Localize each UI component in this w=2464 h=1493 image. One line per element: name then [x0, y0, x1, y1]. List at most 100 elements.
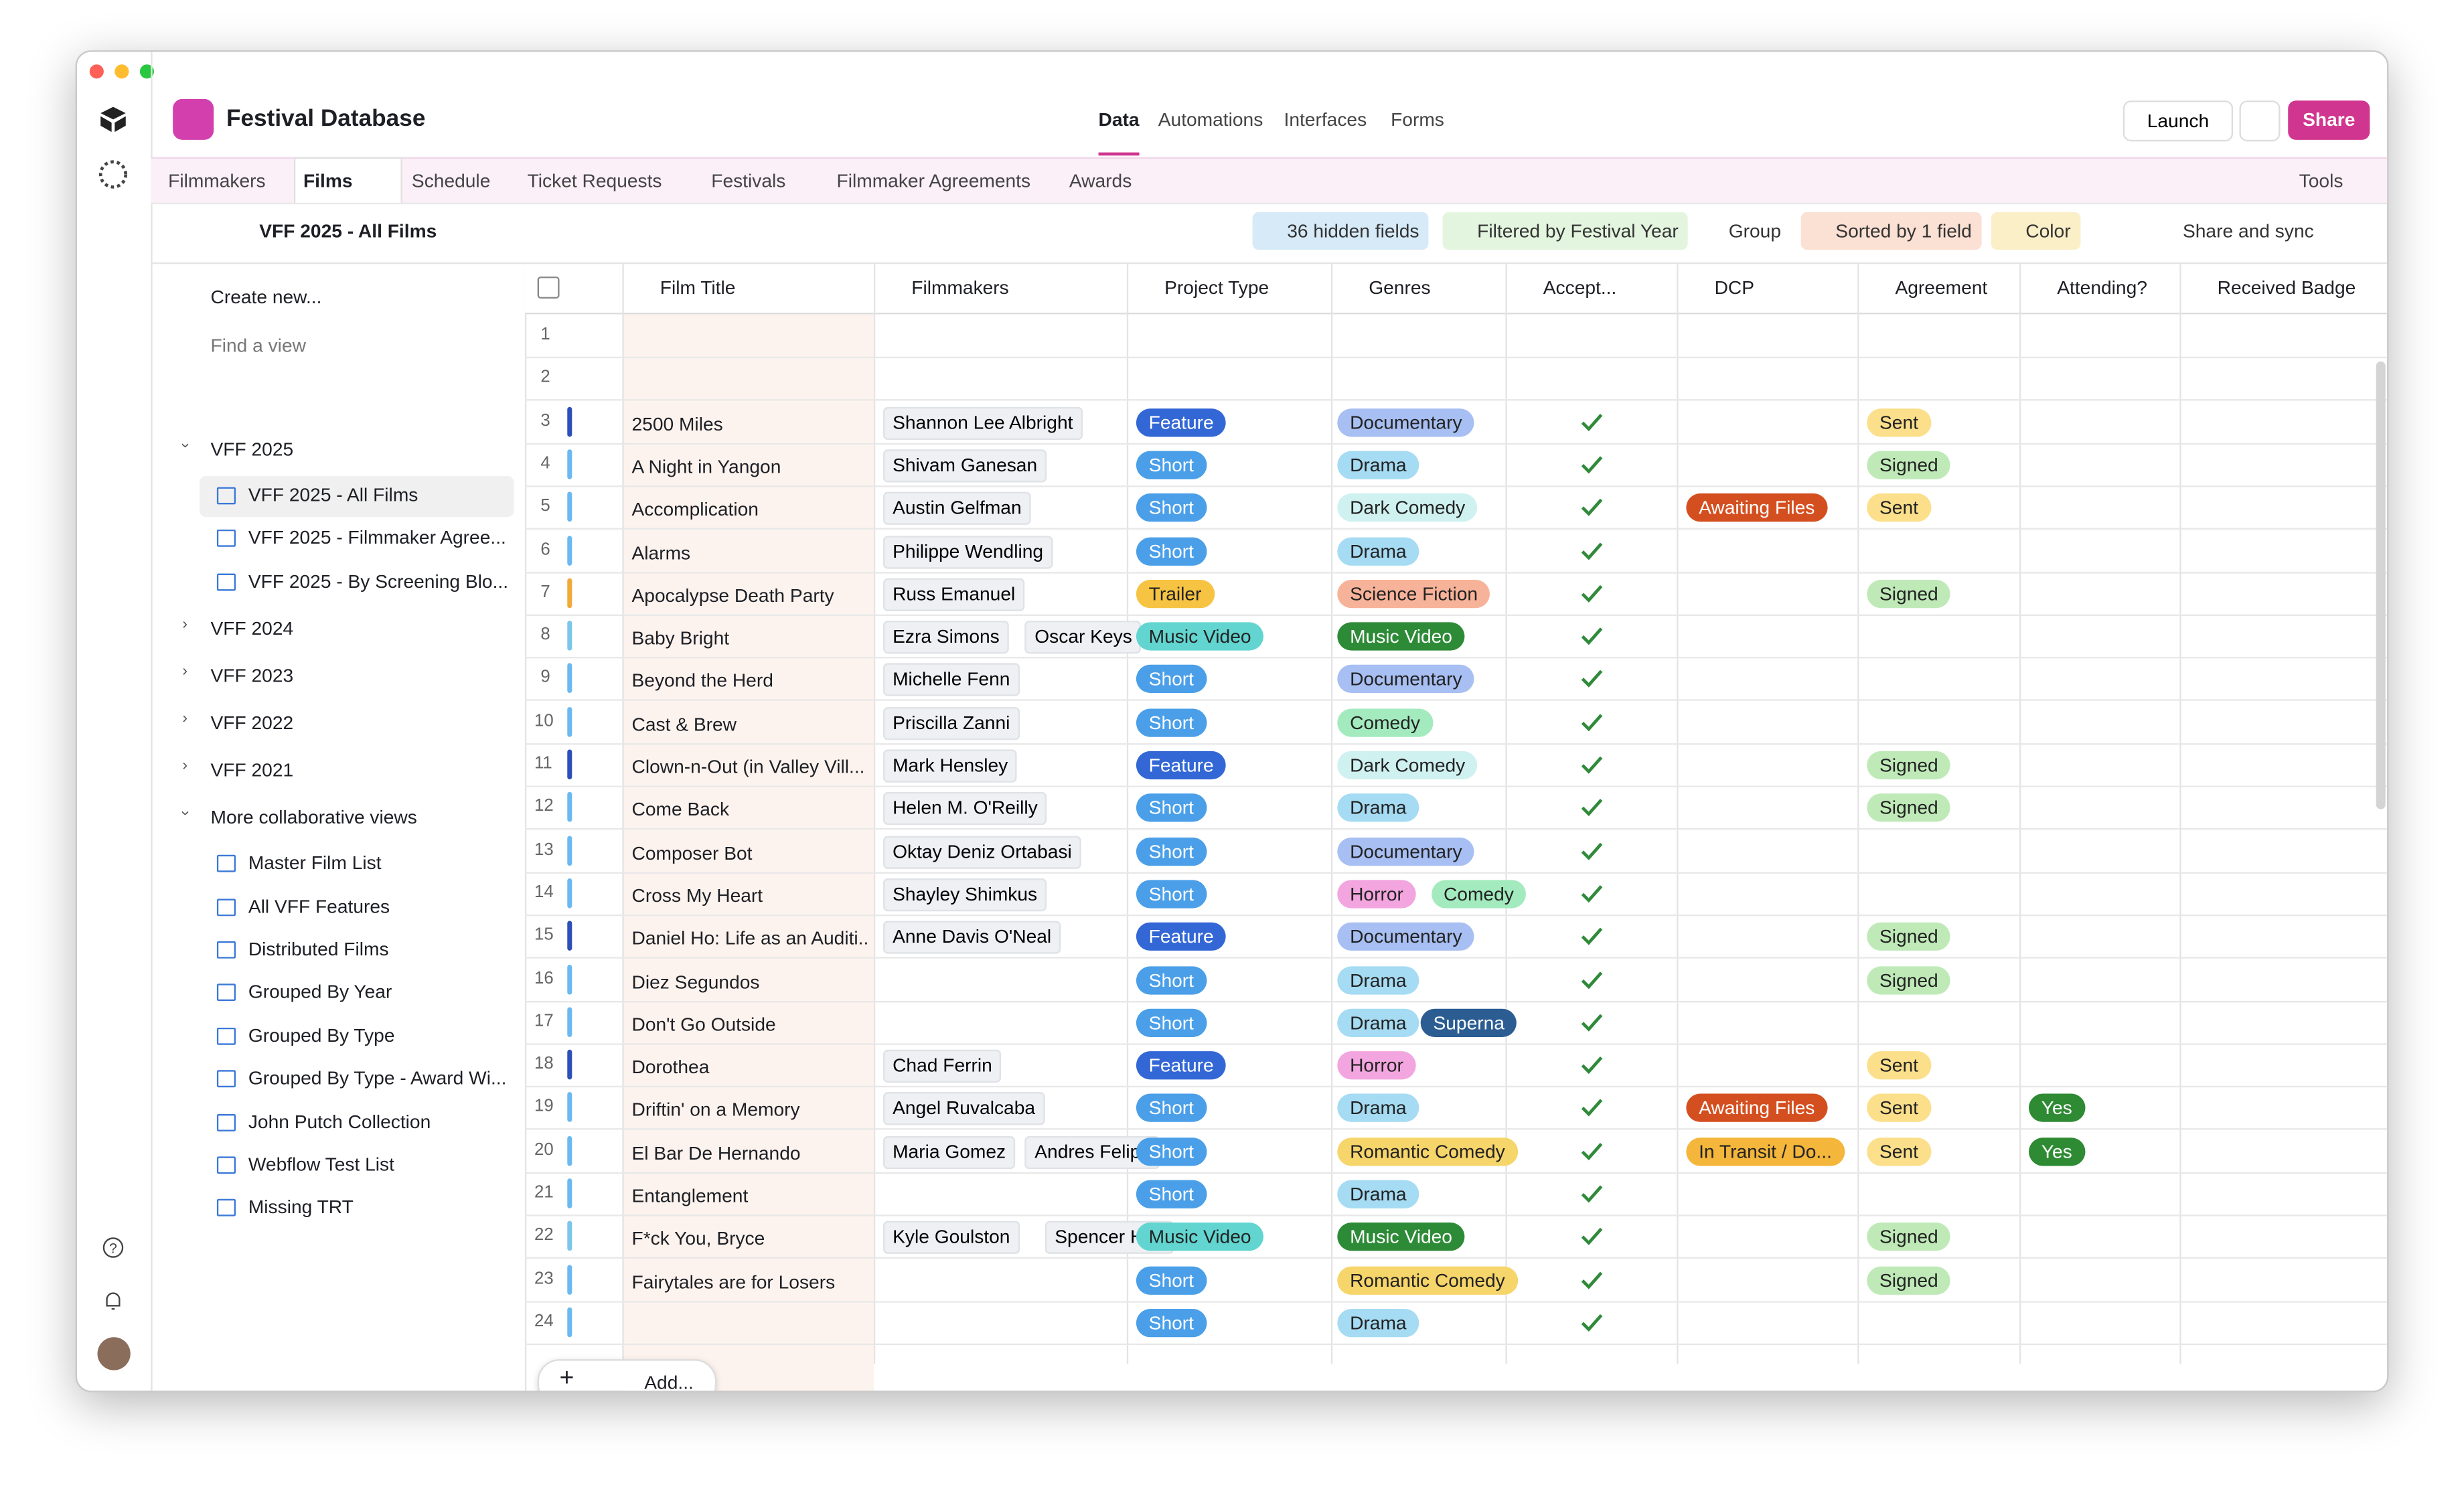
filmmaker[interactable]: Russ Emanuel: [883, 578, 1025, 611]
filmmaker[interactable]: Shayley Shimkus: [883, 878, 1047, 912]
filmmaker[interactable]: Oscar Keys: [1025, 621, 1142, 654]
view-item[interactable]: VFF 2025 - Filmmaker Agree...: [248, 527, 506, 550]
film-title[interactable]: Daniel Ho: Life as an Auditi...: [631, 927, 868, 950]
filmmaker[interactable]: Helen M. O'Reilly: [883, 792, 1047, 826]
film-title[interactable]: Clown-n-Out (in Valley Vill...: [631, 755, 865, 778]
film-title[interactable]: El Bar De Hernando: [631, 1142, 801, 1164]
column-header[interactable]: Attending?: [2057, 277, 2147, 299]
bell-icon[interactable]: [102, 1290, 125, 1312]
view-group[interactable]: VFF 2025: [210, 438, 294, 461]
tab[interactable]: Schedule: [411, 169, 491, 192]
column-header[interactable]: Received Badge: [2217, 277, 2356, 299]
select-all[interactable]: [537, 277, 560, 299]
column-header[interactable]: Film Title: [660, 277, 736, 299]
logo[interactable]: [98, 105, 129, 133]
nav-item[interactable]: Automations: [1158, 108, 1263, 131]
filmmaker[interactable]: Anne Davis O'Neal: [883, 921, 1061, 955]
create-new[interactable]: Create new...: [210, 286, 322, 309]
view-group[interactable]: More collaborative views: [210, 806, 417, 829]
toolbar-button[interactable]: Sorted by 1 field: [1800, 212, 1981, 250]
filmmaker[interactable]: Kyle Goulston: [883, 1221, 1020, 1255]
view-item[interactable]: Distributed Films: [248, 938, 389, 961]
nav-item[interactable]: Interfaces: [1284, 108, 1367, 131]
view-name[interactable]: VFF 2025 - All Films: [259, 220, 437, 242]
view-group[interactable]: VFF 2022: [210, 712, 294, 734]
film-title[interactable]: Cross My Heart: [631, 884, 763, 907]
film-title[interactable]: Baby Bright: [631, 627, 730, 649]
toolbar-button[interactable]: Share and sync: [2182, 220, 2314, 242]
filmmaker[interactable]: Austin Gelfman: [883, 492, 1031, 526]
tab[interactable]: Filmmaker Agreements: [836, 169, 1031, 192]
film-title[interactable]: Fairytales are for Losers: [631, 1270, 836, 1293]
film-title[interactable]: Driftin' on a Memory: [631, 1099, 800, 1121]
share-button[interactable]: Share: [2288, 100, 2370, 140]
tab[interactable]: Ticket Requests: [527, 169, 662, 192]
tab[interactable]: Awards: [1069, 169, 1132, 192]
filmmaker[interactable]: Mark Hensley: [883, 749, 1018, 783]
column-header[interactable]: Project Type: [1164, 277, 1269, 299]
filmmaker[interactable]: Shannon Lee Albright: [883, 406, 1083, 440]
view-item[interactable]: All VFF Features: [248, 894, 390, 917]
link-button[interactable]: [2239, 100, 2281, 142]
close-dot[interactable]: [89, 64, 104, 79]
view-item[interactable]: Grouped By Year: [248, 981, 392, 1004]
nav-item[interactable]: Forms: [1391, 108, 1444, 131]
film-title[interactable]: Diez Segundos: [631, 970, 760, 993]
view-item[interactable]: Grouped By Type: [248, 1024, 395, 1046]
film-title[interactable]: 2500 Miles: [631, 412, 723, 435]
film-title[interactable]: Cast & Brew: [631, 712, 737, 735]
filmmaker[interactable]: Michelle Fenn: [883, 663, 1020, 697]
film-title[interactable]: Accomplication: [631, 498, 759, 521]
filmmaker[interactable]: Maria Gomez: [883, 1135, 1016, 1169]
max-dot[interactable]: [139, 64, 155, 79]
column-header[interactable]: Accept...: [1543, 277, 1617, 299]
film-title[interactable]: Alarms: [631, 541, 691, 564]
filmmaker[interactable]: Ezra Simons: [883, 621, 1009, 654]
avatar[interactable]: [97, 1337, 131, 1370]
toolbar-button[interactable]: 36 hidden fields: [1252, 212, 1429, 250]
filmmaker[interactable]: Shivam Ganesan: [883, 449, 1047, 483]
view-item[interactable]: Missing TRT: [248, 1196, 354, 1219]
find-view[interactable]: Find a view: [210, 334, 306, 357]
column-header[interactable]: Genres: [1369, 277, 1431, 299]
launch-button[interactable]: Launch: [2123, 100, 2234, 142]
toolbar-button[interactable]: Color: [1991, 212, 2080, 250]
nav-item[interactable]: Data: [1098, 108, 1140, 131]
tab[interactable]: Filmmakers: [168, 169, 266, 192]
tab[interactable]: Festivals: [711, 169, 786, 192]
film-title[interactable]: Apocalypse Death Party: [631, 584, 834, 607]
toolbar-button[interactable]: Filtered by Festival Year: [1442, 212, 1688, 250]
view-item[interactable]: Grouped By Type - Award Wi...: [248, 1067, 507, 1089]
film-title[interactable]: Don't Go Outside: [631, 1013, 776, 1036]
filmmaker[interactable]: Philippe Wendling: [883, 535, 1053, 568]
view-item[interactable]: John Putch Collection: [248, 1110, 431, 1133]
film-title[interactable]: F*ck You, Bryce: [631, 1227, 765, 1250]
view-item[interactable]: VFF 2025 - By Screening Blo...: [248, 570, 509, 593]
film-title[interactable]: Dorothea: [631, 1056, 710, 1079]
filmmaker[interactable]: Priscilla Zanni: [883, 706, 1020, 740]
min-dot[interactable]: [114, 64, 129, 79]
film-title[interactable]: A Night in Yangon: [631, 455, 781, 478]
film-title[interactable]: Beyond the Herd: [631, 670, 773, 692]
column-header[interactable]: DCP: [1714, 277, 1755, 299]
filmmaker[interactable]: Oktay Deniz Ortabasi: [883, 835, 1081, 868]
base-title[interactable]: Festival Database: [226, 105, 426, 133]
film-title[interactable]: Entanglement: [631, 1184, 749, 1207]
view-group[interactable]: VFF 2023: [210, 665, 294, 688]
film-title[interactable]: Composer Bot: [631, 842, 753, 864]
base-icon[interactable]: [173, 98, 214, 140]
help-icon[interactable]: ?: [102, 1237, 125, 1259]
film-title[interactable]: Come Back: [631, 798, 730, 821]
column-header[interactable]: Agreement: [1895, 277, 1988, 299]
view-group[interactable]: VFF 2021: [210, 759, 294, 781]
filmmaker[interactable]: Chad Ferrin: [883, 1050, 1002, 1083]
tab[interactable]: Films: [303, 169, 353, 192]
tools[interactable]: Tools: [2299, 169, 2343, 192]
view-group[interactable]: VFF 2024: [210, 617, 294, 640]
add-button[interactable]: Add...: [644, 1371, 694, 1393]
view-item[interactable]: Webflow Test List: [248, 1153, 394, 1176]
workspace-icon[interactable]: [98, 159, 129, 190]
view-item[interactable]: Master Film List: [248, 852, 382, 874]
column-header[interactable]: Filmmakers: [911, 277, 1009, 299]
view-item[interactable]: VFF 2025 - All Films: [248, 483, 418, 506]
